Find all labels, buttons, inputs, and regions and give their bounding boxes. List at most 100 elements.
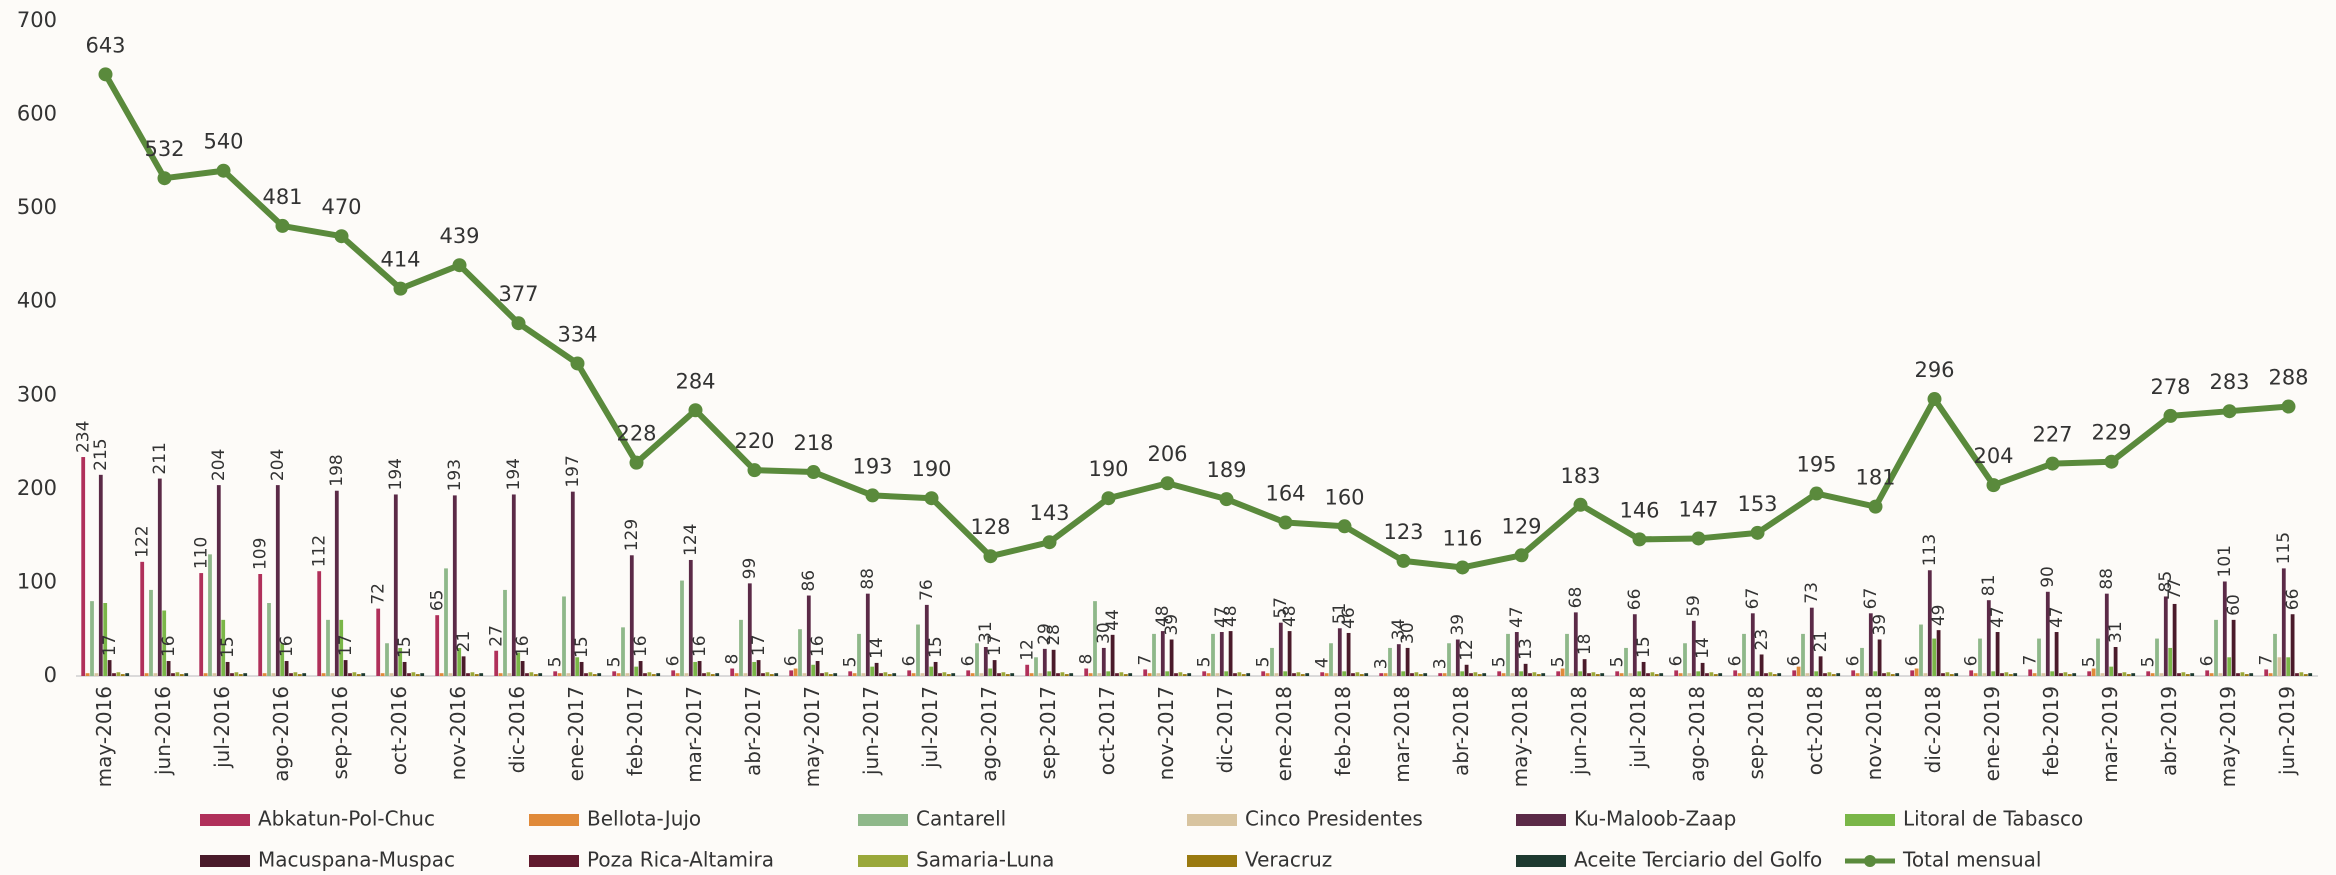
legend-label: Total mensual [1902,848,2041,872]
bar-label: 72 [369,583,389,605]
x-tick-label: abr-2017 [741,686,765,776]
bar [1202,671,1206,676]
line-label: 143 [1029,501,1069,525]
line-label: 204 [1973,444,2013,468]
line-point [1810,487,1824,501]
bar [86,673,90,676]
bar [1828,672,1832,676]
bar [1797,667,1801,676]
bar-label: 88 [858,568,878,590]
bar [789,670,793,676]
bar [648,672,652,676]
bar [1556,671,1560,676]
bar [2005,672,2009,676]
bar-label: 14 [1693,637,1713,659]
bar [2219,673,2223,676]
bar-label: 76 [917,579,937,601]
bar [1275,673,1279,676]
bar-label: 109 [251,538,271,570]
bar [2160,673,2164,676]
bar [2236,673,2240,676]
bar-label: 15 [395,636,415,658]
bar [1482,673,1486,676]
bar [2227,657,2231,676]
bar-label: 16 [159,635,179,657]
bar [730,669,734,676]
bar [1801,634,1805,676]
bar [1882,673,1886,676]
bar [1465,665,1469,676]
x-tick-label: may-2018 [1508,686,1532,787]
line-point [2105,455,2119,469]
bar [361,673,365,676]
bar [1991,671,1995,676]
bar-label: 113 [1920,534,1940,566]
bar [1941,673,1945,676]
bar-label: 47 [2047,606,2067,628]
bar [1325,673,1329,676]
line-label: 195 [1796,453,1836,477]
line-label: 278 [2150,375,2190,399]
bar [444,568,448,676]
x-tick-label: jun-2017 [859,686,883,776]
legend-swatch [1845,814,1895,826]
chart: 0100200300400500600700may-2016jun-2016ju… [0,0,2336,875]
bar [803,673,807,676]
x-tick-label: dic-2016 [505,686,529,773]
line-point [925,491,939,505]
bar [1533,672,1537,676]
bar [870,667,874,676]
x-tick-label: sep-2018 [1744,686,1768,780]
bar [621,627,625,676]
line-label: 189 [1206,458,1246,482]
bar-label: 73 [1802,582,1822,604]
bar-label: 17 [100,634,120,656]
bar [1124,674,1128,676]
bar [2000,673,2004,676]
bar-label: 18 [1575,634,1595,656]
bar [1777,673,1781,676]
bar [1061,672,1065,676]
bar-label: 21 [1811,631,1831,653]
bar [975,643,979,676]
bar [1524,664,1528,676]
bar [112,673,116,676]
bar-label: 39 [1162,614,1182,636]
bar [1098,673,1102,676]
bar [235,672,239,676]
line-label: 334 [557,322,597,346]
bar-label: 99 [740,558,760,580]
bar-label: 101 [2215,545,2235,577]
bar [1288,631,1292,676]
bar [1423,673,1427,676]
bar [2264,669,2268,676]
bar [1974,673,1978,676]
line-label: 220 [734,429,774,453]
bar-label: 15 [926,636,946,658]
line-label: 296 [1914,358,1954,382]
x-tick-label: abr-2019 [2157,686,2181,776]
bar [381,673,385,676]
bar-label: 193 [445,459,465,491]
line-point [807,465,821,479]
bar [2118,673,2122,676]
bar [2109,667,2113,676]
legend-swatch [1516,814,1566,826]
bar [2282,568,2286,676]
line-label: 288 [2268,366,2308,390]
bar [521,661,525,676]
bar [1924,673,1928,676]
bar [1878,640,1882,676]
line-point [866,488,880,502]
bar [1084,669,1088,676]
bar [2295,673,2299,676]
bar [81,457,85,676]
line-point [2223,404,2237,418]
bar [1419,674,1423,676]
y-tick-label: 300 [17,382,57,406]
bar [1937,630,1941,676]
bar [322,673,326,676]
bar [267,603,271,676]
bar [2273,634,2277,676]
bar [508,673,512,676]
